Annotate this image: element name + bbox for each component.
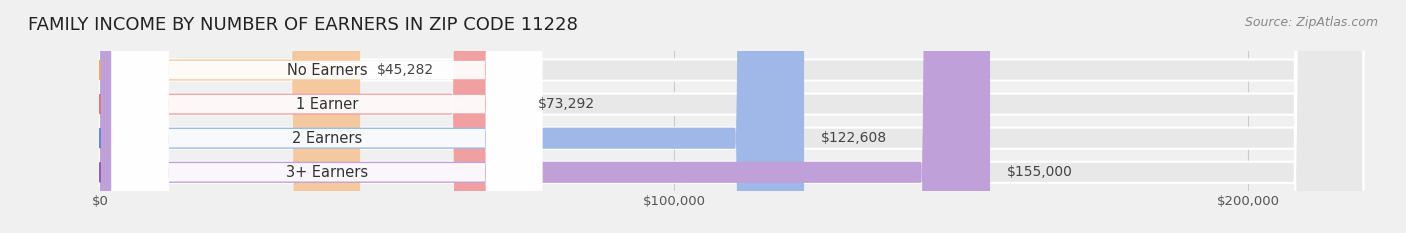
FancyBboxPatch shape: [111, 0, 543, 233]
FancyBboxPatch shape: [111, 0, 543, 233]
FancyBboxPatch shape: [111, 0, 543, 233]
Text: $155,000: $155,000: [1007, 165, 1073, 179]
Text: FAMILY INCOME BY NUMBER OF EARNERS IN ZIP CODE 11228: FAMILY INCOME BY NUMBER OF EARNERS IN ZI…: [28, 16, 578, 34]
Text: $45,282: $45,282: [377, 63, 434, 77]
FancyBboxPatch shape: [100, 0, 1364, 233]
FancyBboxPatch shape: [100, 0, 1364, 233]
Text: Source: ZipAtlas.com: Source: ZipAtlas.com: [1244, 16, 1378, 29]
FancyBboxPatch shape: [100, 0, 522, 233]
FancyBboxPatch shape: [100, 0, 804, 233]
Text: $73,292: $73,292: [538, 97, 595, 111]
FancyBboxPatch shape: [100, 0, 990, 233]
FancyBboxPatch shape: [100, 0, 1364, 233]
Text: 3+ Earners: 3+ Earners: [285, 165, 368, 180]
FancyBboxPatch shape: [100, 0, 360, 233]
Text: No Earners: No Earners: [287, 62, 367, 78]
FancyBboxPatch shape: [100, 0, 1364, 233]
Text: $122,608: $122,608: [821, 131, 887, 145]
Text: 1 Earner: 1 Earner: [295, 97, 359, 112]
Text: 2 Earners: 2 Earners: [292, 131, 363, 146]
FancyBboxPatch shape: [111, 0, 543, 233]
